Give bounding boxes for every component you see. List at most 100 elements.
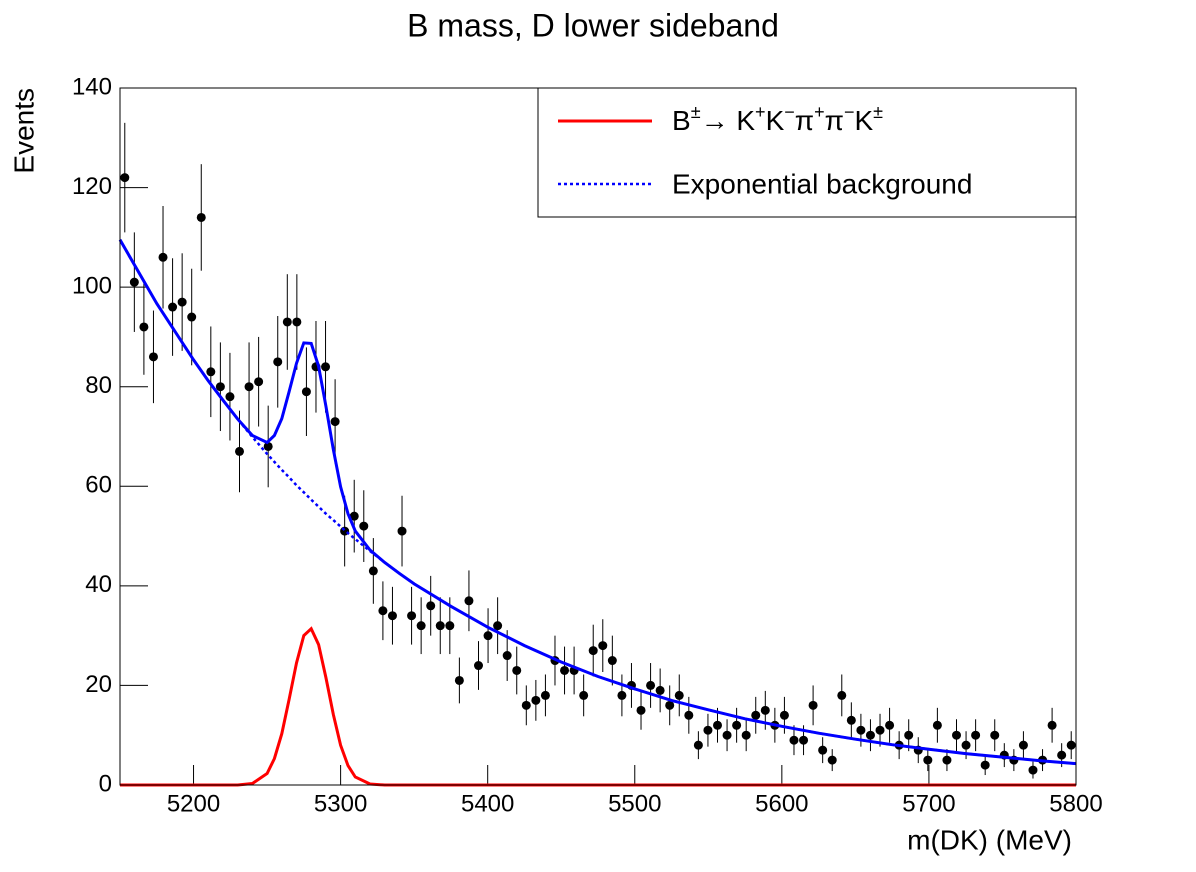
y-tick-label: 40 bbox=[85, 571, 112, 598]
legend-entry: B±→ K+K−π+π−K± bbox=[672, 102, 883, 137]
data-point bbox=[426, 601, 436, 611]
data-point bbox=[646, 680, 656, 690]
data-point bbox=[368, 566, 378, 576]
legend-text-part: B bbox=[672, 105, 691, 136]
legend-text-part: K bbox=[736, 105, 755, 136]
data-point bbox=[235, 446, 244, 456]
data-point bbox=[952, 730, 961, 740]
data-point bbox=[713, 720, 722, 730]
data-point bbox=[808, 700, 818, 710]
data-point bbox=[655, 685, 665, 695]
data-point bbox=[502, 651, 512, 661]
data-point bbox=[818, 745, 828, 755]
data-point bbox=[445, 621, 455, 631]
data-point bbox=[359, 521, 369, 531]
data-point bbox=[1018, 740, 1028, 750]
data-point bbox=[292, 317, 302, 327]
data-point bbox=[225, 392, 235, 402]
data-point bbox=[598, 641, 608, 651]
x-tick-label: 5300 bbox=[314, 790, 367, 817]
data-point bbox=[330, 417, 340, 427]
y-tick-label: 80 bbox=[85, 372, 112, 399]
data-point bbox=[263, 441, 273, 451]
y-tick-label: 60 bbox=[85, 472, 112, 499]
data-point bbox=[407, 611, 417, 621]
legend-text-part: π bbox=[825, 105, 844, 136]
x-tick-label: 5700 bbox=[902, 790, 955, 817]
data-point bbox=[474, 661, 483, 671]
x-tick-label: 5500 bbox=[608, 790, 661, 817]
data-point bbox=[885, 720, 895, 730]
data-point bbox=[397, 526, 407, 536]
data-point bbox=[636, 705, 646, 715]
data-point bbox=[120, 173, 130, 183]
data-point bbox=[607, 656, 617, 666]
data-point bbox=[932, 720, 942, 730]
x-tick-label: 5600 bbox=[755, 790, 808, 817]
data-point bbox=[760, 705, 770, 715]
data-point bbox=[187, 312, 197, 322]
data-point bbox=[789, 735, 799, 745]
legend-box bbox=[537, 87, 1077, 218]
data-point bbox=[1066, 740, 1076, 750]
legend-text-part: + bbox=[755, 102, 766, 122]
data-point bbox=[693, 740, 703, 750]
legend-text-part: π bbox=[795, 105, 814, 136]
data-point bbox=[148, 352, 158, 362]
data-point bbox=[588, 646, 598, 656]
x-tick-label: 5400 bbox=[461, 790, 514, 817]
legend-text-part: + bbox=[814, 102, 825, 122]
data-point bbox=[158, 252, 168, 262]
data-point bbox=[971, 730, 981, 740]
data-point bbox=[722, 730, 732, 740]
data-point bbox=[483, 631, 493, 641]
data-point bbox=[703, 725, 713, 735]
legend-entry: Exponential background bbox=[672, 168, 972, 199]
y-tick-label: 20 bbox=[85, 671, 112, 698]
data-point bbox=[454, 675, 464, 685]
legend-text-part: − bbox=[784, 102, 795, 122]
legend-text-part: → bbox=[701, 105, 729, 136]
data-point bbox=[875, 725, 885, 735]
data-point bbox=[856, 725, 866, 735]
data-point bbox=[560, 665, 570, 675]
data-point bbox=[321, 362, 331, 372]
data-point bbox=[387, 611, 397, 621]
data-point bbox=[177, 297, 187, 307]
data-point bbox=[378, 606, 388, 616]
chart-title: B mass, D lower sideband bbox=[407, 7, 779, 43]
legend: B±→ K+K−π+π−K±Exponential background bbox=[537, 87, 1077, 218]
legend-text-part: ± bbox=[691, 102, 701, 122]
data-point bbox=[1047, 720, 1057, 730]
data-point bbox=[846, 715, 856, 725]
data-point bbox=[799, 735, 809, 745]
data-point bbox=[435, 621, 445, 631]
data-point bbox=[579, 690, 589, 700]
x-tick-label: 5800 bbox=[1049, 790, 1102, 817]
data-point bbox=[837, 690, 847, 700]
data-point bbox=[493, 621, 503, 631]
y-tick-label: 0 bbox=[99, 770, 112, 797]
data-point bbox=[254, 377, 264, 387]
data-point bbox=[990, 730, 1000, 740]
data-point bbox=[827, 755, 837, 765]
data-point bbox=[168, 302, 178, 312]
y-tick-label: 140 bbox=[72, 73, 112, 100]
data-point bbox=[129, 277, 139, 287]
fit-curve bbox=[118, 239, 1077, 766]
data-point bbox=[741, 730, 751, 740]
data-point bbox=[732, 720, 742, 730]
x-axis-label: m(DK) (MeV) bbox=[907, 824, 1072, 855]
data-point bbox=[244, 382, 254, 392]
data-point bbox=[196, 212, 206, 222]
data-point bbox=[980, 760, 990, 770]
data-point bbox=[1057, 750, 1067, 760]
x-tick-label: 5200 bbox=[167, 790, 220, 817]
y-tick-label: 100 bbox=[72, 272, 112, 299]
data-point bbox=[215, 382, 225, 392]
legend-text-part: K bbox=[766, 105, 785, 136]
legend-text-part: K bbox=[854, 105, 873, 136]
data-point bbox=[206, 367, 216, 377]
data-point bbox=[1028, 765, 1038, 775]
